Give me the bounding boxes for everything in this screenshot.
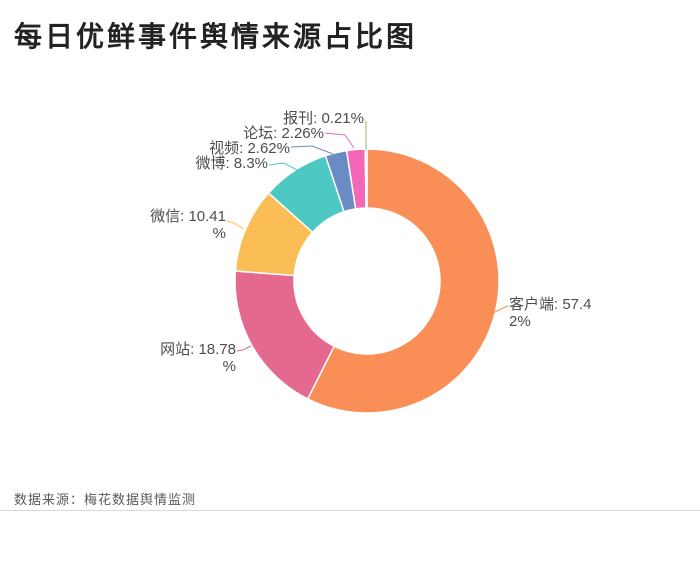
label-leader-line-微博 — [268, 162, 300, 172]
label-leader-line-视频 — [290, 145, 334, 155]
pie-slice-客户端[interactable] — [306, 148, 500, 414]
footer-divider — [0, 510, 700, 511]
label-leader-line-论坛 — [324, 132, 355, 149]
bottom-bar: mohodata 梅花数据 制作：梅花数据 — [0, 511, 700, 576]
label-leader-line-微信 — [226, 220, 245, 230]
label-leader-line-网站 — [236, 345, 252, 352]
chart-title: 每日优鲜事件舆情来源占比图 — [14, 21, 418, 52]
label-leader-line-客户端 — [492, 305, 509, 314]
pie-slice-报刊[interactable] — [364, 148, 368, 209]
data-source-note: 数据来源：梅花数据舆情监测 — [14, 492, 197, 507]
